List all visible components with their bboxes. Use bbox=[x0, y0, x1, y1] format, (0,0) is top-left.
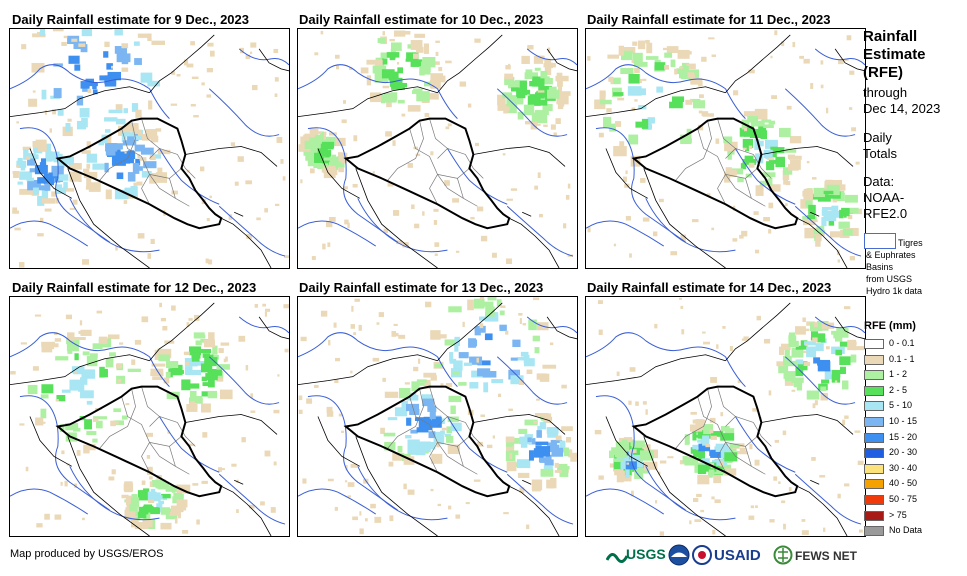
rainfall-map-14-dec bbox=[585, 296, 866, 537]
sidebar-through: through Dec 14, 2023 bbox=[863, 85, 963, 117]
legend-label: > 75 bbox=[889, 509, 907, 520]
legend-label: 10 - 15 bbox=[889, 416, 918, 426]
panel-title-12-dec: Daily Rainfall estimate for 12 Dec., 202… bbox=[12, 280, 257, 295]
legend-label: 30 - 40 bbox=[889, 462, 918, 473]
usaid-logo-text: USAID bbox=[714, 547, 761, 564]
legend-swatch bbox=[864, 417, 884, 427]
legend-swatch bbox=[864, 385, 884, 396]
usaid-logo: USAID bbox=[692, 543, 770, 567]
basin-legend-text: Tigres & Euphrates Basins from USGS Hydr… bbox=[866, 237, 966, 297]
legend-title: RFE (mm) bbox=[864, 320, 916, 332]
panel-title-11-dec: Daily Rainfall estimate for 11 Dec., 202… bbox=[587, 12, 831, 27]
legend-swatch bbox=[864, 479, 884, 490]
legend-swatch bbox=[864, 370, 884, 381]
legend-swatch bbox=[864, 463, 884, 474]
legend-label: 0 - 0.1 bbox=[889, 338, 915, 348]
sidebar-daily: Daily Totals bbox=[863, 130, 963, 162]
legend-label: 5 - 10 bbox=[889, 400, 913, 411]
rainfall-map-11-dec bbox=[585, 28, 866, 269]
panel-title-9-dec: Daily Rainfall estimate for 9 Dec., 2023 bbox=[12, 12, 249, 27]
sidebar-title-line: (RFE) bbox=[863, 64, 903, 81]
legend-label: 1 - 2 bbox=[889, 369, 908, 380]
usgs-logo: USGS bbox=[606, 543, 666, 567]
legend-swatch bbox=[864, 526, 884, 537]
sidebar-data: Data: NOAA- RFE2.0 bbox=[863, 174, 963, 222]
legend-swatch bbox=[864, 432, 884, 443]
rainfall-map-12-dec bbox=[9, 296, 290, 537]
map-credit: Map produced by USGS/EROS bbox=[10, 548, 164, 560]
usgs-logo-text: USGS bbox=[626, 546, 666, 562]
legend-swatch bbox=[864, 401, 884, 412]
rainfall-map-9-dec bbox=[9, 28, 290, 269]
rainfall-map-10-dec bbox=[297, 28, 578, 269]
sidebar-data-line: NOAA- bbox=[863, 190, 905, 205]
sidebar-through-line: through bbox=[863, 85, 908, 100]
basin-legend-line: Hydro 1k data bbox=[866, 286, 923, 296]
legend-swatch bbox=[864, 448, 884, 459]
legend-swatch bbox=[864, 510, 884, 521]
sidebar-daily-line: Daily bbox=[863, 130, 892, 145]
basin-legend-line: from USGS bbox=[866, 274, 913, 284]
legend-label: No Data bbox=[889, 525, 923, 536]
legend-label: 20 - 30 bbox=[889, 447, 918, 458]
sidebar-data-line: RFE2.0 bbox=[863, 206, 908, 221]
legend-swatch bbox=[864, 339, 884, 349]
legend-swatch bbox=[864, 354, 884, 365]
basin-legend-line: & Euphrates bbox=[866, 250, 916, 260]
basin-legend-line: Basins bbox=[866, 262, 894, 272]
sidebar-title-line: Rainfall bbox=[863, 28, 918, 45]
legend-label: 0.1 - 1 bbox=[889, 353, 915, 364]
legend-label: 50 - 75 bbox=[889, 494, 918, 504]
rainfall-map-13-dec bbox=[297, 296, 578, 537]
basin-legend-line: Tigres bbox=[898, 238, 923, 248]
sidebar-daily-line: Totals bbox=[863, 146, 897, 161]
sidebar-title-line: Estimate bbox=[863, 46, 926, 63]
sidebar-title: Rainfall Estimate (RFE) bbox=[863, 28, 963, 82]
noaa-logo bbox=[668, 543, 690, 567]
legend-label: 2 - 5 bbox=[889, 384, 908, 395]
fews-net-logo-text: FEWS NET bbox=[795, 549, 857, 563]
sidebar-data-line: Data: bbox=[863, 174, 895, 189]
panel-title-10-dec: Daily Rainfall estimate for 10 Dec., 202… bbox=[299, 12, 544, 27]
panel-title-14-dec: Daily Rainfall estimate for 14 Dec., 202… bbox=[587, 280, 832, 295]
legend-label: 15 - 20 bbox=[889, 431, 918, 442]
basin-legend-swatch bbox=[864, 233, 896, 249]
panel-title-13-dec: Daily Rainfall estimate for 13 Dec., 202… bbox=[299, 280, 544, 295]
legend-label: 40 - 50 bbox=[889, 478, 918, 489]
fews-net-logo: FEWS NET bbox=[773, 543, 857, 567]
sidebar-through-line: Dec 14, 2023 bbox=[863, 101, 941, 116]
legend-swatch bbox=[864, 495, 884, 505]
